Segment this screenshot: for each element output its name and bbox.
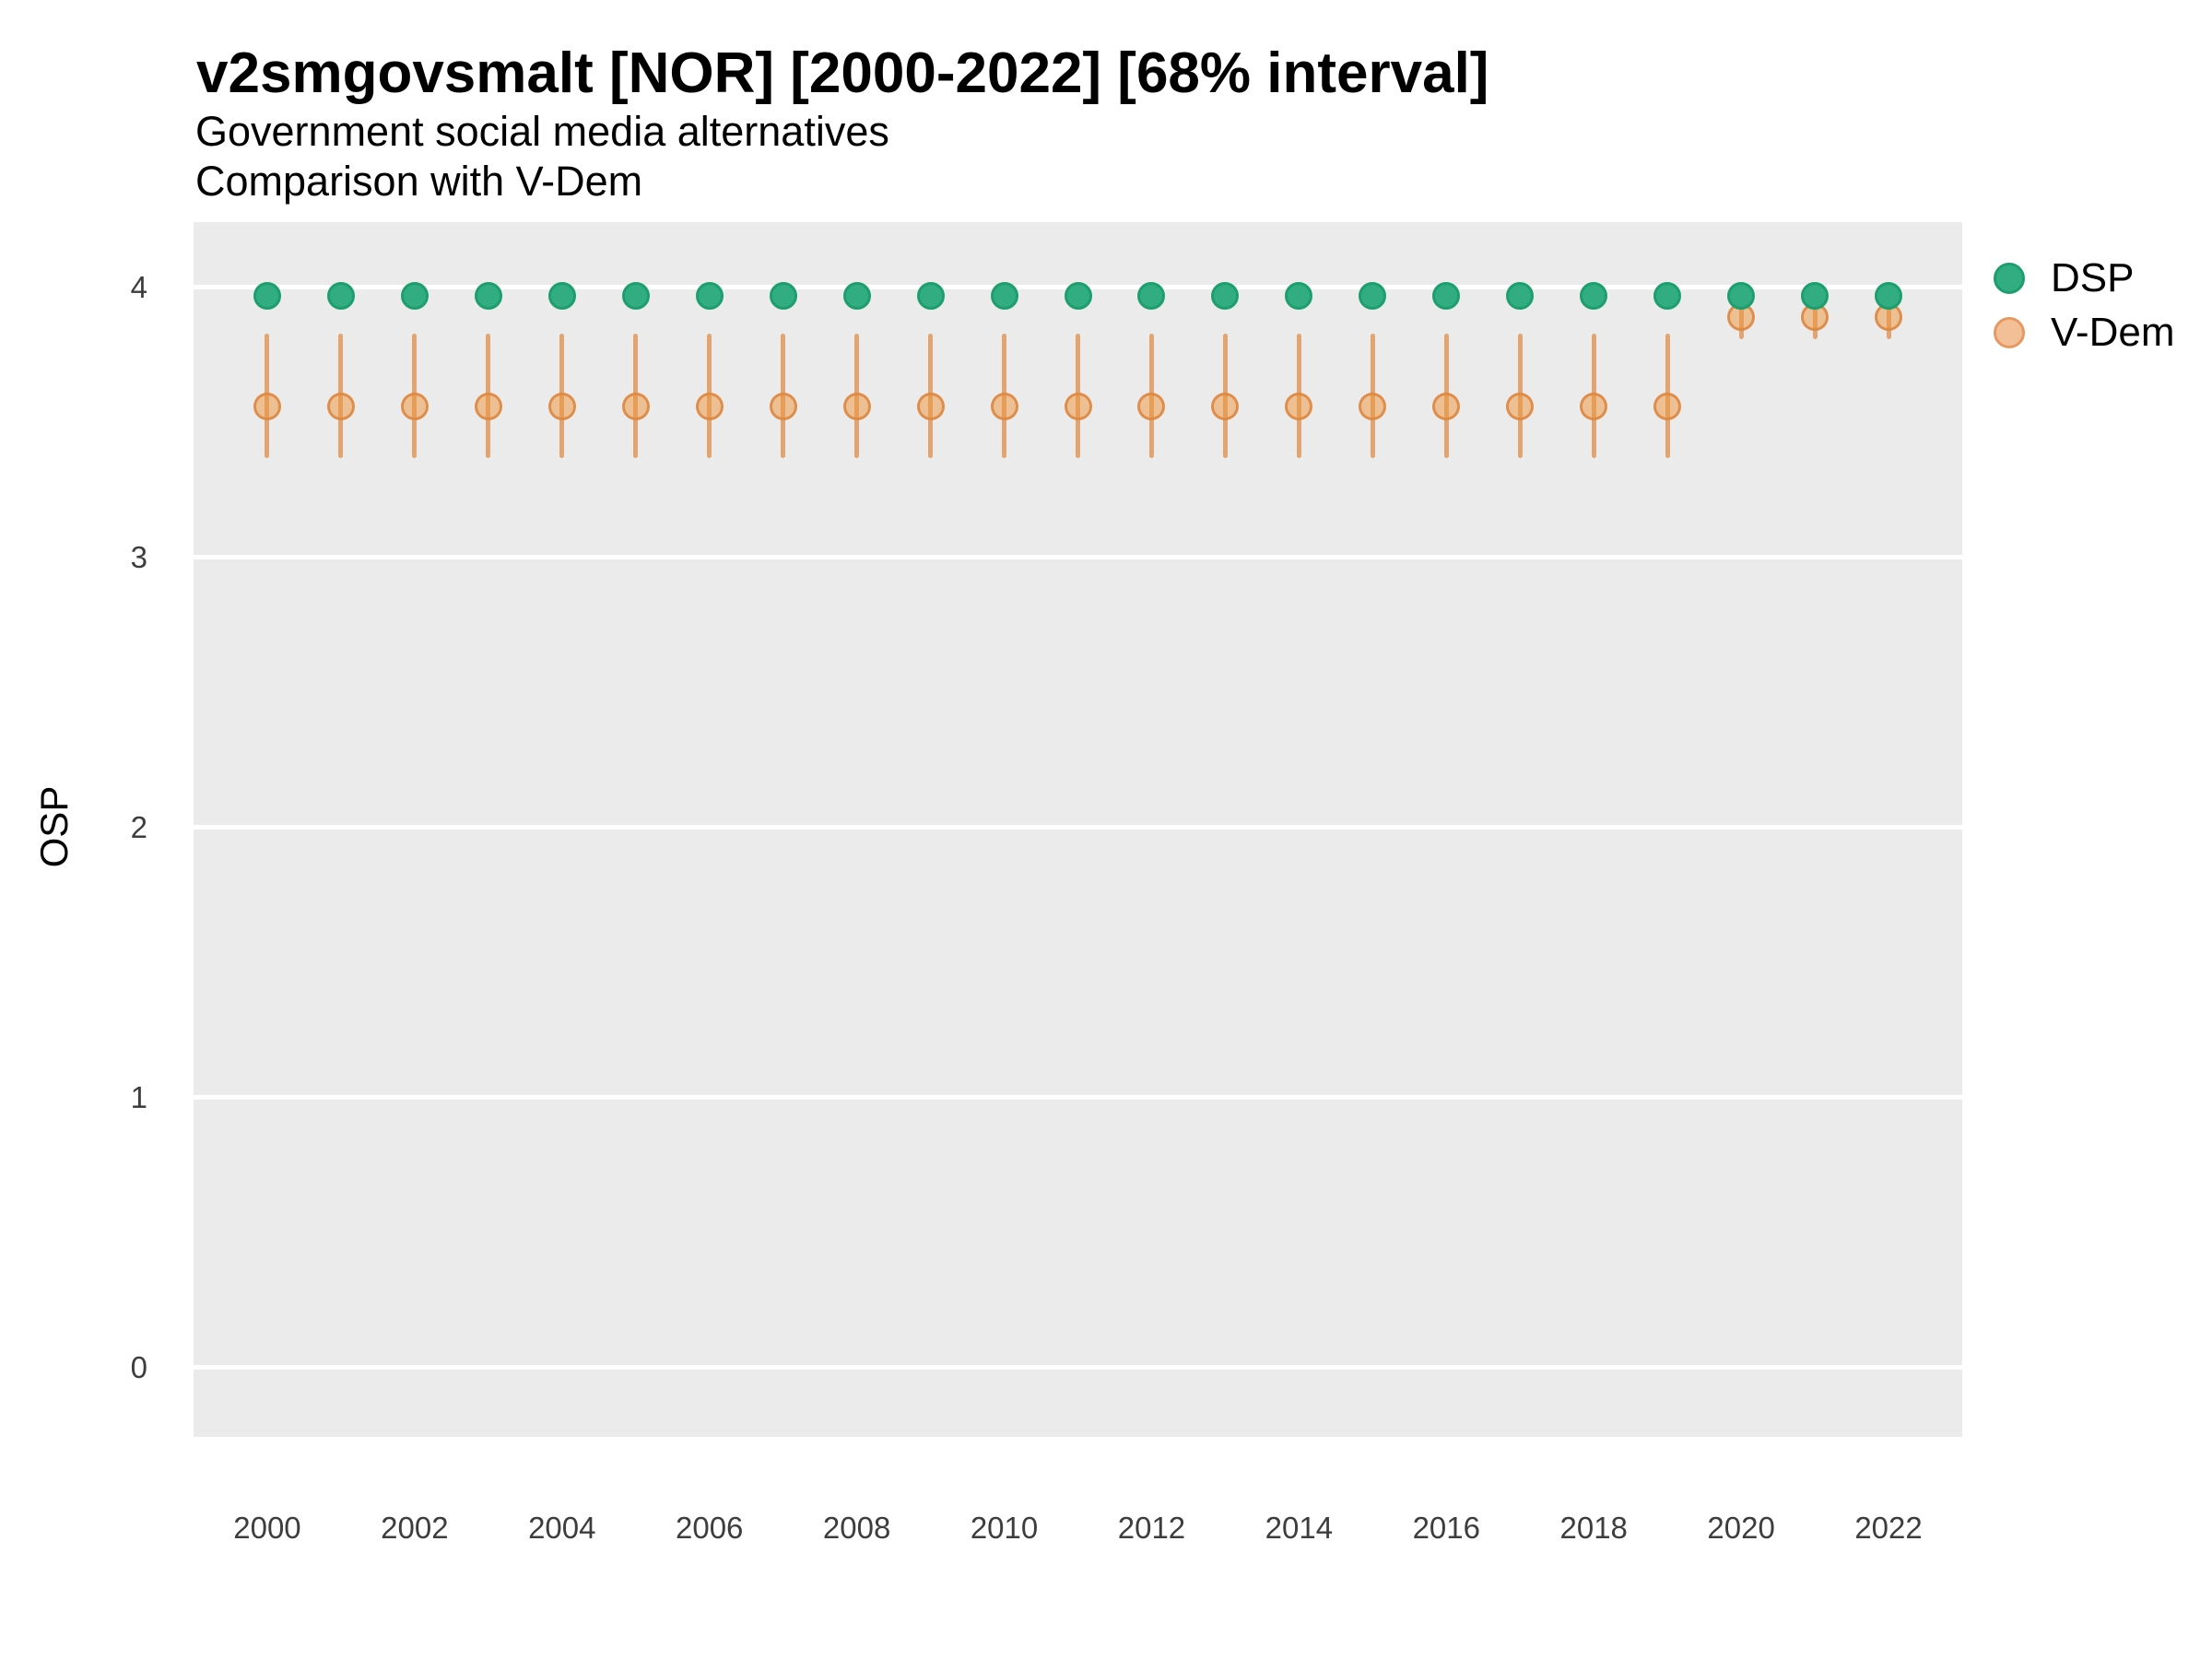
vdem-point [1064,392,1092,420]
y-gridline [194,555,1962,560]
chart-subtitle-line2: Comparison with V-Dem [195,158,643,205]
chart-subtitle-line1: Government social media alternatives [195,108,889,155]
vdem-point [400,392,429,420]
legend-item-vdem: V-Dem [1994,305,2174,359]
legend-label-dsp: DSP [2051,254,2135,300]
legend: DSP V-Dem [1994,251,2174,359]
dsp-point [769,281,797,310]
x-tick-label: 2010 [970,1511,1039,1545]
dsp-point [1727,281,1756,310]
x-tick-label: 2002 [381,1511,449,1545]
dsp-point [1064,281,1092,310]
dsp-point [1211,281,1240,310]
y-tick-label: 1 [130,1079,147,1114]
y-gridline [194,1095,1962,1100]
x-tick-label: 2016 [1412,1511,1480,1545]
dsp-point [1653,281,1682,310]
x-tick-label: 2006 [675,1511,744,1545]
vdem-point [621,392,650,420]
chart-title: v2smgovsmalt [NOR] [2000-2022] [68% inte… [196,41,1489,105]
x-tick-label: 2008 [822,1511,891,1545]
dsp-point [1506,281,1535,310]
vdem-point [1359,392,1387,420]
dsp-point [1432,281,1461,310]
x-tick-label: 2004 [528,1511,596,1545]
vdem-point [547,392,576,420]
dsp-point [1801,281,1830,310]
dsp-point [1580,281,1608,310]
dsp-point [990,281,1018,310]
vdem-point [1580,392,1608,420]
vdem-point [1506,392,1535,420]
dsp-point [326,281,355,310]
dsp-point [916,281,945,310]
vdem-point [1432,392,1461,420]
dsp-point [547,281,576,310]
dsp-point [474,281,502,310]
y-tick-label: 4 [130,269,147,304]
x-tick-label: 2018 [1559,1511,1628,1545]
vdem-point [916,392,945,420]
vdem-point [1137,392,1166,420]
vdem-point [474,392,502,420]
vdem-point [842,392,871,420]
dsp-point [1137,281,1166,310]
y-tick-label: 0 [130,1349,147,1384]
vdem-point [769,392,797,420]
dsp-point [695,281,724,310]
x-tick-label: 2014 [1265,1511,1334,1545]
vdem-point [1285,392,1313,420]
plot-panel [194,222,1962,1437]
vdem-point [326,392,355,420]
x-tick-label: 2000 [233,1511,301,1545]
dsp-point-swatch-icon [1994,262,2025,294]
legend-item-dsp: DSP [1994,251,2174,305]
x-tick-label: 2020 [1707,1511,1775,1545]
y-tick-label: 3 [130,539,147,574]
x-tick-label: 2012 [1117,1511,1186,1545]
dsp-point [253,281,281,310]
vdem-point [990,392,1018,420]
vdem-point [1211,392,1240,420]
dsp-point [1285,281,1313,310]
dsp-point [842,281,871,310]
vdem-point [253,392,281,420]
x-tick-label: 2022 [1854,1511,1923,1545]
vdem-point [1653,392,1682,420]
dsp-point [400,281,429,310]
dsp-point [1359,281,1387,310]
y-gridline [194,825,1962,830]
legend-label-vdem: V-Dem [2051,309,2175,355]
y-tick-label: 2 [130,809,147,844]
vdem-point-swatch-icon [1994,316,2025,348]
y-gridline [194,1365,1962,1371]
dsp-point [621,281,650,310]
dsp-point [1875,281,1903,310]
vdem-point [695,392,724,420]
